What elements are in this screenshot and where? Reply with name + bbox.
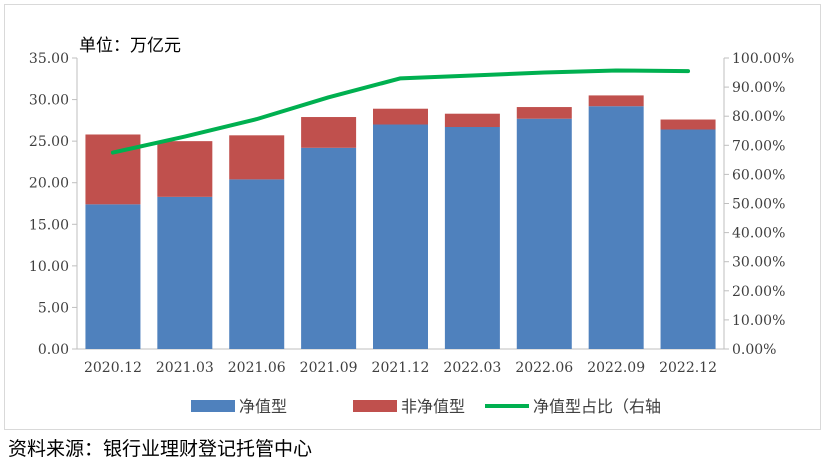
x-tick-label: 2020.12 bbox=[84, 360, 142, 376]
right-tick-label: 0.00% bbox=[732, 342, 776, 358]
bar-non-net-value bbox=[373, 108, 428, 125]
left-tick-label: 15.00 bbox=[29, 217, 69, 233]
x-tick-label: 2021.06 bbox=[228, 360, 286, 376]
right-tick-label: 80.00% bbox=[732, 109, 785, 125]
unit-label: 单位：万亿元 bbox=[79, 36, 181, 56]
x-tick-label: 2022.12 bbox=[659, 360, 717, 376]
left-tick-label: 5.00 bbox=[38, 300, 69, 316]
line-net-value-ratio bbox=[110, 68, 691, 155]
bar-non-net-value bbox=[660, 119, 716, 130]
bar-net-value bbox=[301, 147, 357, 349]
left-tick-label: 30.00 bbox=[29, 93, 69, 109]
source-note: 资料来源：银行业理财登记托管中心 bbox=[8, 438, 313, 460]
left-tick-label: 10.00 bbox=[29, 259, 69, 275]
x-tick-label: 2021.09 bbox=[300, 360, 358, 376]
legend-label: 非净值型 bbox=[401, 397, 465, 416]
legend-label: 净值型 bbox=[239, 397, 287, 416]
right-tick-label: 50.00% bbox=[732, 197, 785, 213]
chart-frame: 0.00 5.00 10.00 15.00 20.00 25.00 30.00 35.00 0.… bbox=[4, 4, 821, 430]
bar-net-value bbox=[157, 196, 213, 349]
bar-non-net-value bbox=[301, 117, 357, 148]
x-tick-label: 2021.12 bbox=[372, 360, 430, 376]
x-tick-label: 2022.03 bbox=[443, 360, 501, 376]
left-tick-label: 0.00 bbox=[38, 342, 69, 358]
bar-non-net-value bbox=[588, 95, 644, 107]
x-tick-label: 2022.06 bbox=[515, 360, 573, 376]
left-tick-label: 20.00 bbox=[29, 176, 69, 192]
bar-non-net-value bbox=[516, 107, 572, 119]
bar-non-net-value bbox=[444, 113, 500, 128]
left-tick-label: 35.00 bbox=[29, 51, 69, 67]
legend-swatch-non-net-value bbox=[353, 400, 397, 412]
right-tick-label: 10.00% bbox=[732, 313, 785, 329]
legend-swatch-net-value bbox=[191, 400, 235, 412]
right-tick-label: 40.00% bbox=[732, 226, 785, 242]
stacked-bar-line-chart: 0.00 5.00 10.00 15.00 20.00 25.00 30.00 35.00 0.… bbox=[29, 36, 794, 416]
bar-non-net-value bbox=[229, 135, 285, 180]
right-tick-label: 100.00% bbox=[732, 51, 794, 67]
right-tick-label: 20.00% bbox=[732, 284, 785, 300]
bar-net-value bbox=[588, 106, 644, 349]
x-tick-label: 2022.09 bbox=[587, 360, 645, 376]
bar-non-net-value bbox=[85, 134, 141, 205]
right-tick-label: 70.00% bbox=[732, 138, 785, 154]
bar-net-value bbox=[660, 129, 716, 349]
right-tick-label: 30.00% bbox=[732, 255, 785, 271]
bar-non-net-value bbox=[157, 141, 213, 197]
x-tick-label: 2021.03 bbox=[156, 360, 214, 376]
right-tick-label: 90.00% bbox=[732, 80, 785, 96]
bar-net-value bbox=[516, 118, 572, 350]
bar-net-value bbox=[229, 179, 285, 349]
right-tick-label: 60.00% bbox=[732, 167, 785, 183]
bar-net-value bbox=[85, 204, 141, 349]
left-tick-label: 25.00 bbox=[29, 134, 69, 150]
legend-label: 净值型占比（右轴 bbox=[533, 397, 661, 416]
bar-net-value bbox=[444, 127, 500, 349]
bar-net-value bbox=[373, 124, 428, 349]
